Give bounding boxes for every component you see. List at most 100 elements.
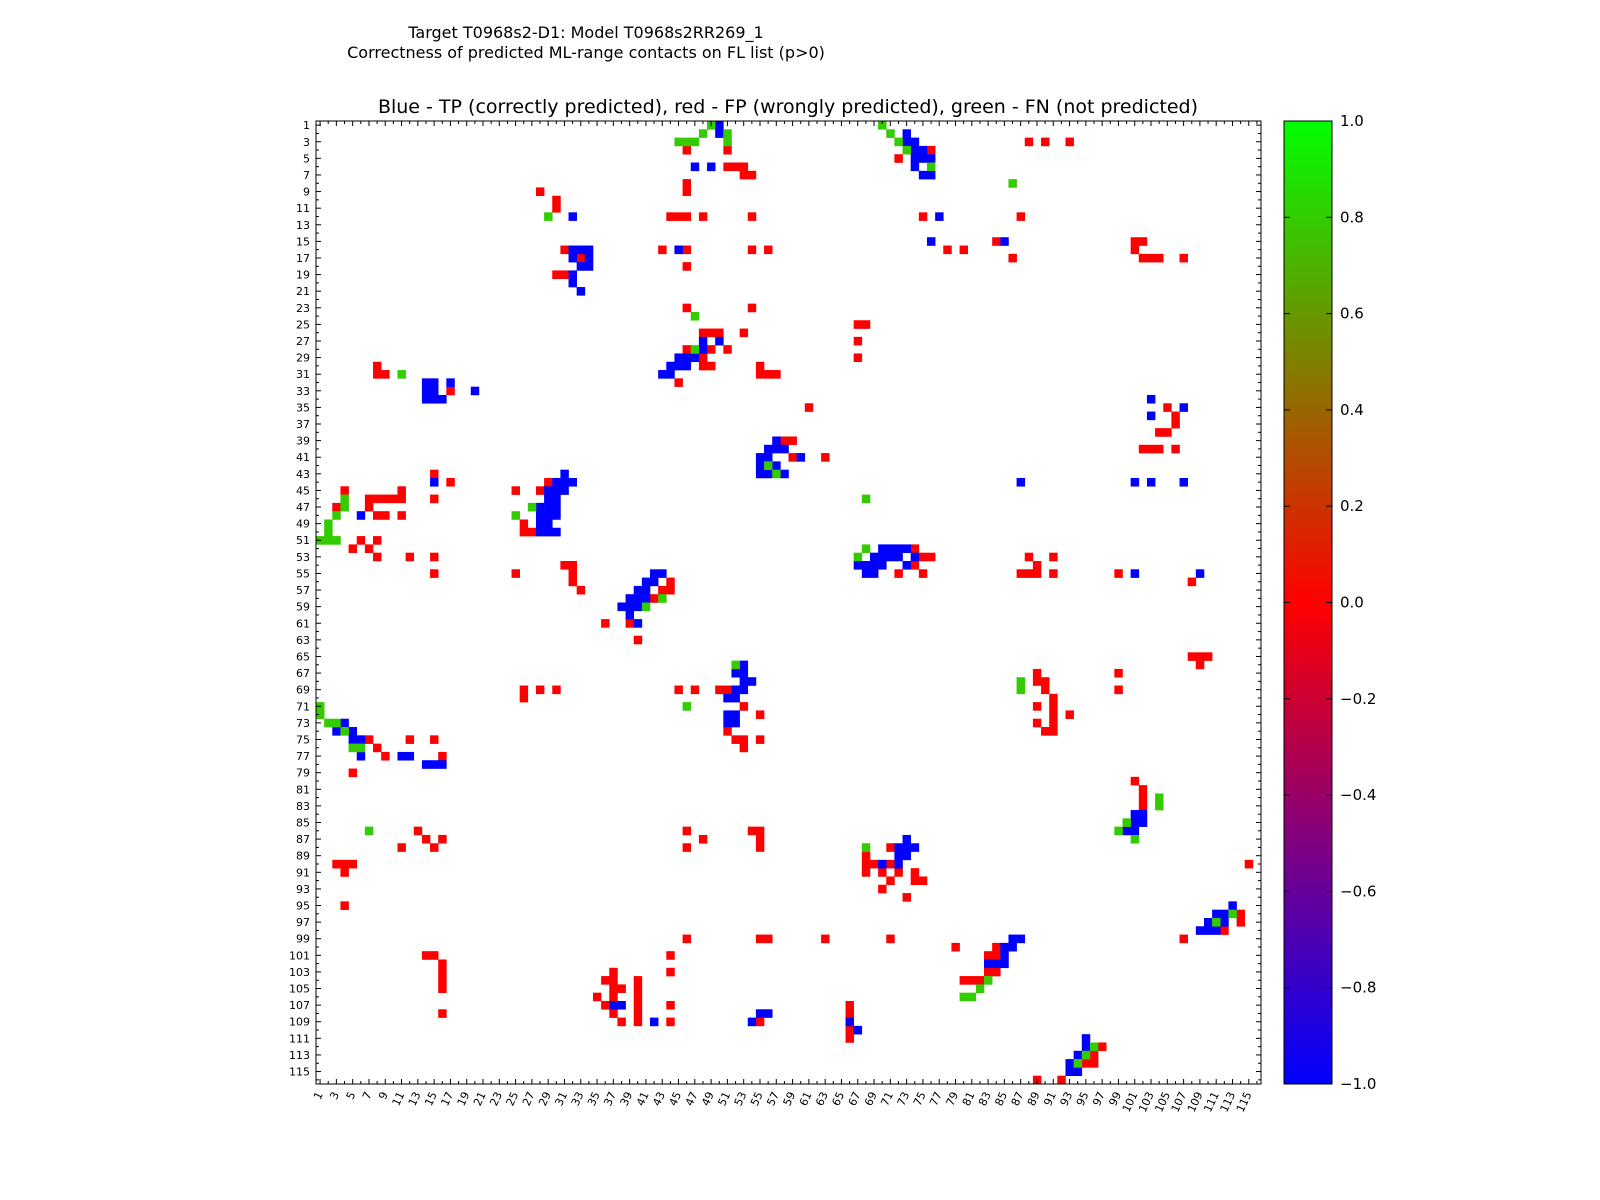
contact-cell-tp	[584, 245, 594, 255]
contact-cell-fp	[1114, 569, 1123, 578]
x-tick-label: 11	[390, 1090, 408, 1108]
contact-cell-fp	[682, 843, 692, 852]
contact-cell-fp	[804, 403, 814, 412]
contact-cell-tp	[535, 527, 545, 537]
contact-cell-fp	[992, 237, 1001, 246]
contact-cell-fp	[1130, 776, 1140, 786]
contact-cell-tp	[356, 735, 366, 744]
contact-cell-fn	[682, 137, 692, 147]
contact-cell-tp	[715, 121, 724, 130]
contact-cell-fp	[698, 353, 708, 363]
contact-cell-tp	[764, 444, 773, 454]
contact-cell-fp	[698, 834, 708, 844]
contact-cell-fp	[1146, 444, 1156, 454]
contact-cell-fp	[1236, 909, 1246, 919]
contact-cell-tp	[568, 278, 577, 288]
contact-cell-fp	[853, 353, 863, 363]
contact-cell-fp	[918, 569, 928, 578]
contact-cell-tp	[1000, 951, 1009, 960]
contact-cell-tp	[1179, 477, 1188, 487]
x-tick-label: 45	[667, 1090, 685, 1108]
contact-cell-fp	[430, 569, 439, 578]
contact-cell-fp	[1130, 245, 1140, 255]
contact-cell-tp	[894, 552, 903, 562]
contact-cell-tp	[1130, 818, 1140, 827]
x-tick-label: 23	[487, 1090, 505, 1108]
contact-cell-tp	[698, 345, 708, 354]
contact-cell-fp	[1187, 577, 1197, 587]
contact-cell-tp	[690, 162, 700, 172]
contact-cell-tp	[568, 245, 577, 255]
colorbar-ticks: 1.0 0.8 0.6 0.4 0.2 0.0 −0.2 −0.4 −0.6 −0.8 −1.0	[1284, 112, 1376, 1093]
x-tick-label: 13	[406, 1090, 424, 1108]
contact-cell-tp	[926, 154, 936, 163]
contact-cell-fn	[723, 137, 732, 147]
contact-cell-fp	[1179, 934, 1188, 944]
contact-cell-fp	[519, 519, 529, 529]
contact-cell-fp	[421, 951, 431, 960]
contact-cell-fn	[340, 727, 349, 736]
contact-cell-fp	[438, 984, 447, 993]
contact-cell-fp	[1049, 702, 1058, 711]
contact-cell-fn	[690, 137, 700, 147]
y-tick-label: 59	[296, 601, 310, 614]
contact-cell-tp	[625, 594, 635, 603]
contact-cell-fp	[715, 685, 724, 695]
x-tick-label: 53	[732, 1090, 750, 1108]
contact-cell-tp	[1000, 237, 1009, 246]
contact-cell-tp	[552, 527, 561, 537]
contact-cell-tp	[894, 859, 903, 869]
y-tick-label: 31	[296, 368, 310, 381]
contact-cell-fp	[609, 1009, 618, 1018]
x-tick-label: 35	[585, 1090, 603, 1108]
contact-cell-fp	[707, 361, 716, 371]
contact-cell-fp	[1089, 1059, 1099, 1068]
x-tick-label: 51	[715, 1090, 733, 1108]
contact-cell-fp	[853, 336, 863, 346]
contact-cell-fp	[625, 619, 635, 628]
contact-cell-fp	[633, 992, 643, 1002]
x-tick-label: 111	[1201, 1090, 1222, 1115]
x-tick-label: 69	[862, 1090, 880, 1108]
contact-cell-tp	[739, 677, 749, 686]
contact-cell-fp	[1049, 693, 1058, 703]
contact-cell-fp	[340, 486, 349, 495]
contact-cell-tp	[682, 361, 692, 371]
contact-map-cells	[316, 121, 1254, 1085]
contact-cell-fp	[674, 378, 683, 387]
contact-cell-tp	[666, 370, 675, 379]
contact-cell-tp	[886, 544, 895, 553]
contact-cell-fn	[511, 511, 520, 520]
contact-cell-fp	[1016, 212, 1026, 221]
contact-cell-fp	[1220, 926, 1229, 935]
contact-cell-tp	[633, 619, 643, 628]
x-tick-label: 37	[601, 1090, 619, 1108]
contact-cell-fn	[853, 552, 863, 562]
y-tick-label: 35	[296, 401, 310, 414]
contact-cell-fp	[348, 859, 358, 869]
contact-cell-fp	[910, 560, 920, 570]
contact-cell-tp	[731, 685, 740, 695]
contact-cell-tp	[568, 270, 577, 280]
contact-cell-tp	[1146, 394, 1156, 404]
contact-cell-fp	[617, 1017, 626, 1027]
contact-cell-fp	[446, 477, 455, 487]
contact-cell-tp	[535, 502, 545, 512]
contact-cell-fp	[340, 868, 349, 877]
contact-cell-fp	[682, 212, 692, 221]
contact-cell-tp	[910, 162, 920, 172]
contact-cell-tp	[772, 436, 781, 446]
contact-cell-fp	[576, 253, 586, 263]
contact-cell-tp	[910, 552, 920, 562]
y-tick-label: 81	[296, 783, 310, 796]
contact-cell-fp	[992, 942, 1001, 952]
y-tick-label: 77	[296, 750, 310, 763]
contact-cell-fp	[731, 735, 740, 744]
contact-cell-fp	[984, 951, 993, 960]
x-axis-ticks: 1 3 5 7 911131517192123252729313335373941434…	[311, 121, 1258, 1115]
contact-cell-fp	[332, 502, 341, 512]
y-tick-label: 73	[296, 717, 310, 730]
contact-cell-fn	[1016, 677, 1026, 686]
x-tick-label: 67	[846, 1090, 864, 1108]
y-tick-label: 3	[303, 136, 310, 149]
